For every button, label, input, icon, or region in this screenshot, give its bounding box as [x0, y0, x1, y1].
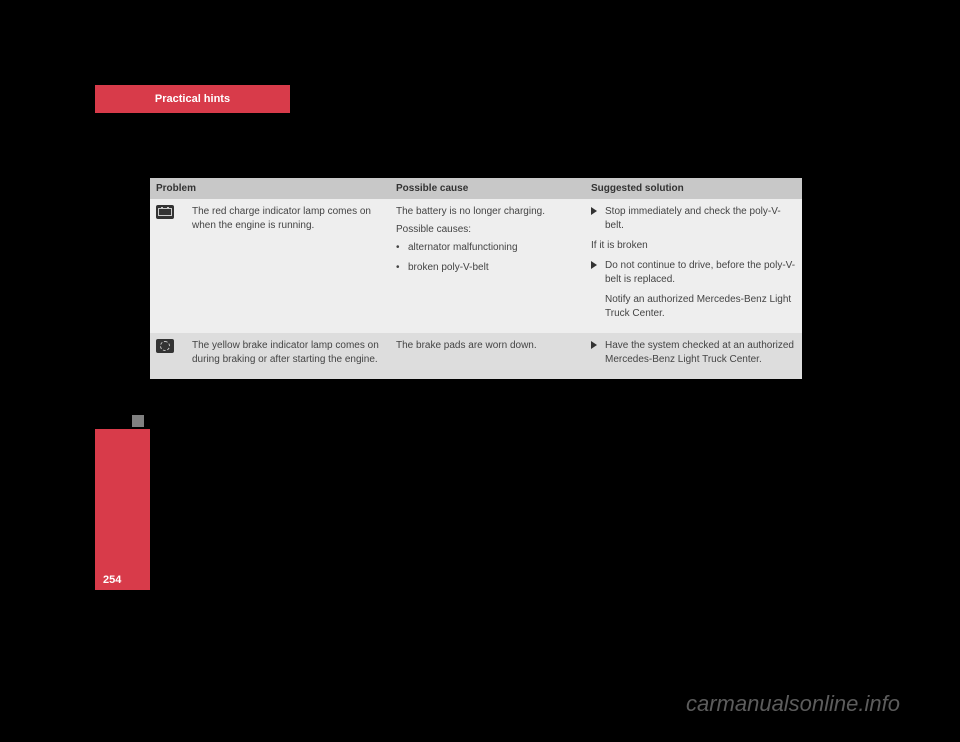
cause-item: broken poly-V-belt — [396, 261, 579, 275]
section-bar — [95, 429, 150, 579]
page-number: 254 — [95, 570, 150, 590]
watermark: carmanualsonline.info — [686, 691, 900, 717]
table-row: The red charge indicator lamp comes on w… — [150, 199, 802, 333]
problem-cell: The yellow brake indicator lamp comes on… — [180, 333, 390, 379]
cause-cell: The brake pads are worn down. — [390, 333, 585, 379]
table-header-row: Problem Possible cause Suggested solutio… — [150, 178, 802, 199]
header-problem: Problem — [150, 178, 360, 199]
solution-cell: Have the system checked at an authorized… — [585, 333, 802, 379]
solution-step: Do not continue to drive, before the pol… — [591, 259, 796, 287]
marker-square — [132, 415, 144, 427]
section-tab: Practical hints — [95, 85, 290, 113]
cause-text: The battery is no longer charging. — [396, 205, 579, 219]
problem-cell: The red charge indicator lamp comes on w… — [180, 199, 390, 333]
header-cause: Possible cause — [390, 178, 585, 199]
battery-icon — [150, 199, 180, 333]
table-row: The yellow brake indicator lamp comes on… — [150, 333, 802, 379]
cause-sub: Possible causes: — [396, 223, 579, 237]
solution-step: Have the system checked at an authorized… — [591, 339, 796, 367]
cause-cell: The battery is no longer charging. Possi… — [390, 199, 585, 333]
solution-cell: Stop immediately and check the poly-V-be… — [585, 199, 802, 333]
diagnostic-table: Problem Possible cause Suggested solutio… — [150, 178, 802, 379]
solution-step: Stop immediately and check the poly-V-be… — [591, 205, 796, 233]
brake-icon — [150, 333, 180, 379]
side-margin — [95, 415, 150, 579]
solution-condition: If it is broken — [591, 239, 796, 253]
solution-note: Notify an authorized Mercedes-Benz Light… — [591, 293, 796, 321]
cause-item: alternator malfunctioning — [396, 241, 579, 255]
header-solution: Suggested solution — [585, 178, 802, 199]
